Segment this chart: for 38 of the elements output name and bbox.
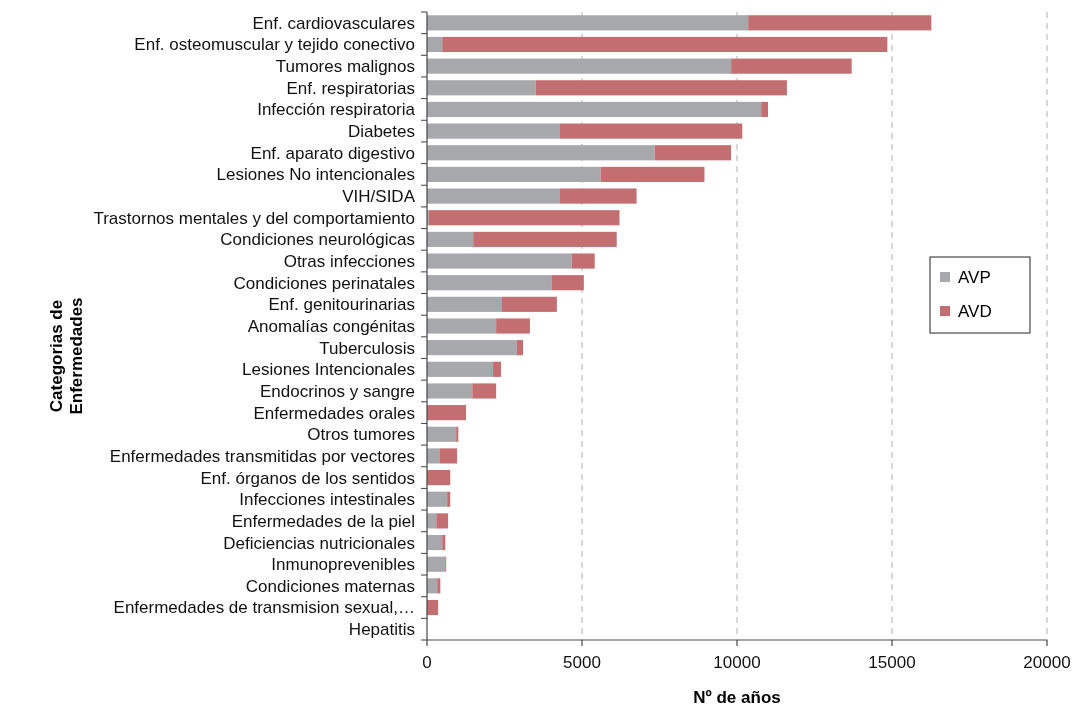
y-tick-label: Enfermedades de transmision sexual,… xyxy=(113,598,415,618)
y-tick-label: Enfermedades orales xyxy=(253,403,415,423)
y-tick-label: Hepatitis xyxy=(348,620,415,640)
x-tick-label: 10000 xyxy=(713,653,761,672)
y-tick-label: Lesiones Intencionales xyxy=(242,360,415,380)
y-tick-label: Enf. osteomuscular y tejido conectivo xyxy=(134,35,415,55)
y-tick-label: Lesiones No intencionales xyxy=(216,165,415,185)
y-tick-label: Condiciones perinatales xyxy=(233,273,415,293)
y-tick-label: Trastornos mentales y del comportamiento xyxy=(93,208,415,228)
y-tick-label: Infecciones intestinales xyxy=(239,490,415,510)
x-tick-label: 0 xyxy=(422,653,432,672)
y-tick-label: Tumores malignos xyxy=(275,57,415,77)
x-tick-label: 5000 xyxy=(563,653,601,672)
y-tick-label: Diabetes xyxy=(347,122,415,142)
y-tick-label: Endocrinos y sangre xyxy=(260,381,415,401)
y-tick-label: Enfermedades transmitidas por vectores xyxy=(109,446,415,466)
y-tick-label: Enfermedades de la piel xyxy=(231,511,415,531)
y-tick-label: Enf. cardiovasculares xyxy=(252,13,415,33)
y-tick-label: VIH/SIDA xyxy=(342,187,416,207)
y-tick-label: Condiciones neurológicas xyxy=(220,230,415,250)
x-tick-label: 15000 xyxy=(868,653,916,672)
y-tick-label: Tuberculosis xyxy=(319,338,415,358)
y-tick-label: Inmunoprevenibles xyxy=(271,555,415,575)
y-tick-label: Enf. genitourinarias xyxy=(268,295,415,315)
x-axis-title: Nº de años xyxy=(693,688,781,705)
y-tick-label: Anomalías congénitas xyxy=(247,316,415,336)
y-tick-label: Infección respiratoria xyxy=(257,100,416,120)
legend-label: AVD xyxy=(958,301,992,321)
y-tick-label: Otros tumores xyxy=(307,425,415,445)
y-tick-label: Enf. órganos de los sentidos xyxy=(200,468,415,488)
x-tick-label: 20000 xyxy=(1023,653,1071,672)
y-tick-label: Otras infecciones xyxy=(283,251,415,271)
y-tick-label: Enf. aparato digestivo xyxy=(250,143,415,163)
y-tick-label: Deficiencias nutricionales xyxy=(223,533,415,553)
y-axis-title: Categorias de Enfermedades xyxy=(47,297,86,415)
y-tick-label: Enf. respiratorias xyxy=(286,78,415,98)
y-tick-label: Condiciones maternas xyxy=(245,576,415,596)
legend-label: AVP xyxy=(958,267,991,287)
